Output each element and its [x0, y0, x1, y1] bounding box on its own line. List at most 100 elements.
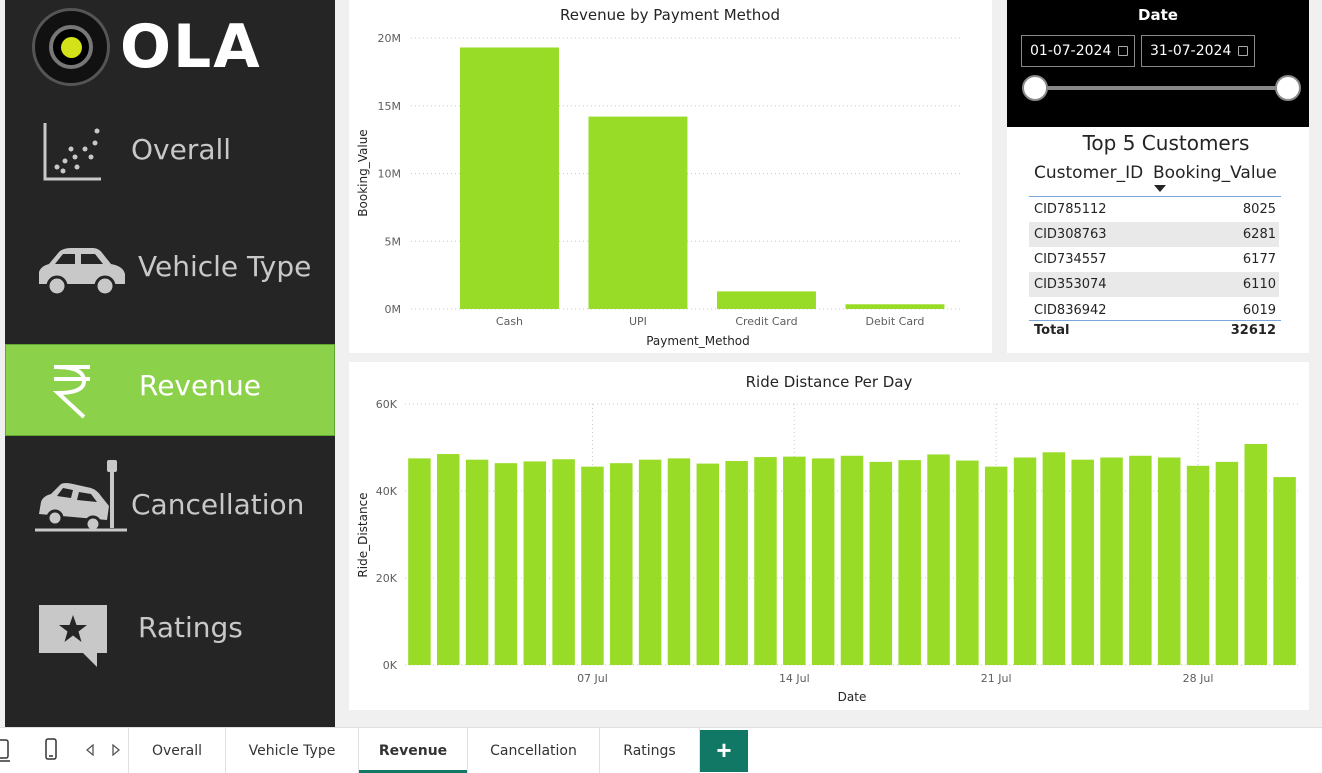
tab-ratings[interactable]: Ratings	[600, 728, 700, 773]
bar[interactable]	[845, 304, 945, 309]
x-tick-label: 14 Jul	[779, 672, 810, 685]
bar[interactable]	[1273, 477, 1296, 665]
bar[interactable]	[1100, 457, 1123, 665]
ola-logo: OLA	[32, 8, 272, 88]
start-date-value: 01-07-2024	[1030, 43, 1112, 59]
y-tick-label: 60K	[376, 398, 398, 411]
next-page-icon[interactable]	[111, 744, 121, 756]
bar[interactable]	[927, 454, 950, 665]
x-tick-label: UPI	[629, 315, 647, 328]
bar[interactable]	[1215, 461, 1239, 665]
bar[interactable]	[811, 458, 835, 665]
bar[interactable]	[610, 463, 633, 665]
bar[interactable]	[956, 460, 979, 665]
tab-revenue[interactable]: Revenue	[359, 728, 468, 773]
sidebar: OLA Overall Vehicle Type	[0, 0, 335, 727]
tab-vehicle-type[interactable]: Vehicle Type	[226, 728, 359, 773]
bar[interactable]	[984, 466, 1008, 665]
customer-id-cell: CID734557	[1034, 252, 1107, 267]
bar[interactable]	[754, 457, 777, 665]
bar[interactable]	[869, 461, 893, 665]
add-page-button[interactable]: +	[700, 730, 748, 772]
sidebar-item-cancellation[interactable]: Cancellation	[5, 458, 335, 550]
x-tick-label: 21 Jul	[981, 672, 1012, 685]
table-row: CID308763 6281	[1029, 222, 1279, 247]
bar[interactable]	[696, 463, 720, 665]
mobile-view-icon[interactable]	[44, 738, 58, 762]
sidebar-item-label: Overall	[131, 133, 232, 166]
bar[interactable]	[840, 455, 864, 665]
customer-id-cell: CID785112	[1034, 202, 1107, 217]
bar[interactable]	[465, 459, 489, 665]
bar[interactable]	[717, 291, 816, 309]
sort-descending-icon[interactable]	[1154, 185, 1166, 192]
sidebar-item-label: Vehicle Type	[138, 250, 312, 283]
bar[interactable]	[581, 466, 604, 665]
sidebar-item-ratings[interactable]: Ratings	[5, 583, 335, 675]
bar[interactable]	[494, 463, 518, 665]
total-label: Total	[1034, 323, 1070, 338]
previous-page-icon[interactable]	[85, 744, 95, 756]
bar[interactable]	[783, 456, 806, 665]
customer-id-cell: CID353074	[1034, 277, 1107, 292]
car-icon	[39, 248, 125, 296]
customer-id-cell: CID836942	[1034, 303, 1107, 318]
tab-cancellation[interactable]: Cancellation	[468, 728, 600, 773]
sidebar-item-vehicle-type[interactable]: Vehicle Type	[5, 222, 335, 314]
bar[interactable]	[460, 47, 559, 310]
booking-value-cell: 6019	[1242, 303, 1276, 318]
sidebar-item-revenue[interactable]: Revenue	[5, 344, 335, 436]
bar[interactable]	[408, 458, 431, 665]
customer-id-cell: CID308763	[1034, 227, 1107, 242]
x-tick-label: Debit Card	[866, 315, 925, 328]
revenue-by-payment-chart: Revenue by Payment Method Booking_Value …	[356, 6, 961, 348]
bar[interactable]	[898, 460, 921, 665]
start-date-input[interactable]: 01-07-2024	[1021, 35, 1135, 67]
bar[interactable]	[638, 459, 662, 665]
column-header-booking-value[interactable]: Booking_Value	[1153, 163, 1277, 183]
calendar-icon[interactable]	[1118, 46, 1128, 56]
sidebar-item-overall[interactable]: Overall	[5, 105, 335, 197]
bar[interactable]	[552, 459, 575, 665]
booking-value-cell: 6281	[1242, 227, 1276, 242]
bar[interactable]	[437, 454, 460, 665]
sidebar-item-label: Cancellation	[131, 488, 305, 521]
table-row: CID353074 6110	[1029, 272, 1279, 297]
bar[interactable]	[725, 460, 748, 665]
slider-start-handle[interactable]	[1022, 75, 1048, 101]
chart-title: Revenue by Payment Method	[560, 6, 780, 24]
bar[interactable]	[1042, 452, 1066, 665]
bar[interactable]	[588, 116, 688, 309]
y-tick-label: 20M	[378, 32, 402, 45]
bar[interactable]	[1157, 457, 1181, 665]
x-tick-label: 07 Jul	[577, 672, 608, 685]
date-range-slider-track[interactable]	[1035, 86, 1288, 90]
calendar-icon[interactable]	[1238, 46, 1248, 56]
bar[interactable]	[667, 458, 691, 665]
x-tick-label: Cash	[496, 315, 523, 328]
page-tab-bar: Overall Vehicle Type Revenue Cancellatio…	[0, 727, 1322, 773]
sidebar-item-label: Revenue	[139, 369, 261, 402]
bar[interactable]	[523, 461, 547, 665]
bar[interactable]	[1244, 444, 1267, 665]
tab-overall[interactable]: Overall	[128, 728, 226, 773]
bar[interactable]	[1071, 459, 1094, 665]
y-tick-label: 10M	[378, 168, 402, 181]
column-header-customer-id[interactable]: Customer_ID	[1034, 163, 1144, 183]
ride-distance-per-day-chart: Ride Distance Per Day Ride_Distance Date…	[356, 373, 1299, 704]
x-tick-label: Credit Card	[735, 315, 797, 328]
y-axis-label: Ride_Distance	[356, 492, 370, 577]
ride-distance-chart-panel: Ride Distance Per Day Ride_Distance Date…	[349, 362, 1309, 710]
slider-end-handle[interactable]	[1275, 75, 1301, 101]
desktop-view-icon[interactable]	[0, 738, 12, 762]
car-crash-icon	[35, 460, 127, 533]
end-date-input[interactable]: 31-07-2024	[1141, 35, 1255, 67]
x-tick-label: 28 Jul	[1183, 672, 1214, 685]
bar[interactable]	[1013, 457, 1037, 665]
bar[interactable]	[1186, 465, 1210, 665]
booking-value-cell: 6177	[1242, 252, 1276, 267]
x-axis-label: Payment_Method	[646, 334, 750, 348]
table-row: CID785112 8025	[1029, 197, 1279, 222]
bar[interactable]	[1129, 455, 1152, 665]
